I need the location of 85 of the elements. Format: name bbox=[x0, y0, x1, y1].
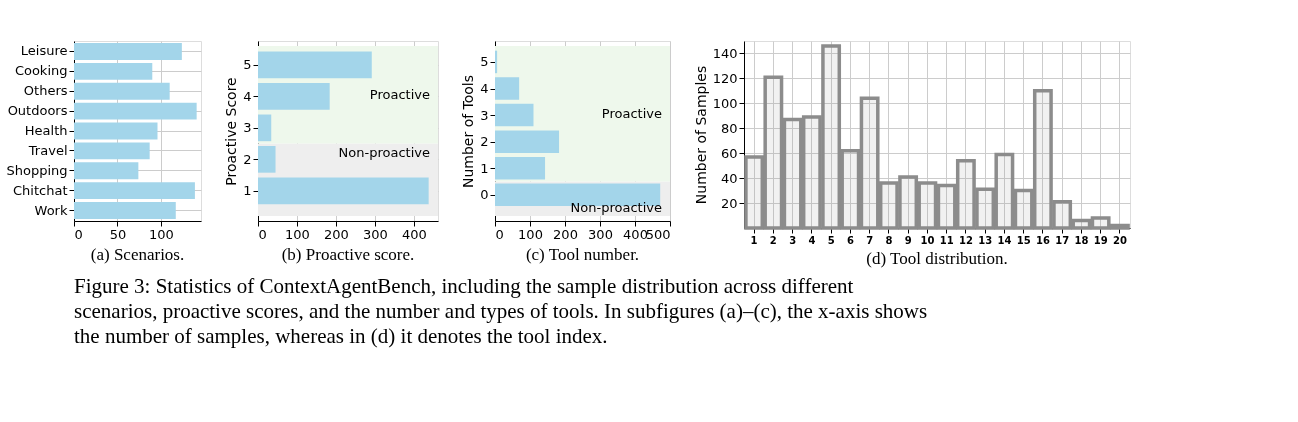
bar bbox=[74, 42, 182, 60]
y-tick-label: 100 bbox=[712, 95, 738, 111]
y-tick-label: 40 bbox=[720, 170, 738, 186]
x-tick-label: 100 bbox=[149, 226, 174, 242]
bar bbox=[258, 83, 330, 110]
band-label: Non-proactive bbox=[338, 144, 430, 160]
bar bbox=[74, 102, 197, 120]
text: (c) Tool number. bbox=[525, 245, 640, 264]
y-tick-label: Leisure bbox=[20, 43, 68, 59]
x-tick-label: 8 bbox=[885, 234, 893, 246]
x-tick-label: 6 bbox=[846, 234, 854, 246]
x-tick-label: 18 bbox=[1074, 234, 1089, 246]
bar bbox=[258, 51, 372, 79]
y-tick-label: 1 bbox=[480, 160, 489, 176]
x-tick-label: 0 bbox=[495, 226, 504, 242]
x-tick-label: 15 bbox=[1016, 234, 1031, 246]
y-tick-label: Work bbox=[34, 202, 68, 218]
bar bbox=[74, 182, 195, 200]
y-tick-label: 3 bbox=[480, 107, 489, 123]
bar bbox=[74, 62, 153, 80]
bar bbox=[258, 114, 272, 142]
y-tick-label: Outdoors bbox=[7, 103, 68, 119]
y-tick-label: 120 bbox=[712, 70, 738, 86]
y-tick-label: 4 bbox=[243, 88, 252, 104]
bar bbox=[74, 162, 139, 180]
x-tick-label: 7 bbox=[866, 234, 874, 246]
y-tick-label: 5 bbox=[480, 54, 489, 70]
x-tick-label: 2 bbox=[769, 234, 777, 246]
x-tick-label: 50 bbox=[109, 226, 127, 242]
band-label: Proactive bbox=[601, 105, 662, 121]
x-tick-label: 4 bbox=[808, 234, 816, 246]
y-tick-label: 60 bbox=[720, 145, 738, 161]
y-tick-label: 5 bbox=[243, 57, 252, 73]
band-label: Proactive bbox=[369, 86, 430, 102]
band-label: Non-proactive bbox=[570, 200, 662, 215]
x-tick-label: 100 bbox=[518, 226, 543, 242]
x-tick-label: 100 bbox=[285, 226, 310, 242]
text: (b) Proactive score. bbox=[281, 245, 415, 264]
x-tick-label: 9 bbox=[904, 234, 912, 246]
x-tick-label: 0 bbox=[258, 226, 267, 242]
y-tick-label: Shopping bbox=[6, 162, 68, 178]
x-tick-label: 20 bbox=[1112, 234, 1127, 246]
x-tick-label: 5 bbox=[827, 234, 835, 246]
y-tick-label: Chitchat bbox=[13, 182, 68, 198]
y-tick-label: 4 bbox=[480, 81, 489, 96]
x-tick-label: 17 bbox=[1055, 234, 1070, 246]
x-tick-label: 14 bbox=[997, 234, 1012, 246]
x-tick-label: 11 bbox=[939, 234, 954, 246]
y-tick-label: Travel bbox=[27, 142, 68, 158]
y-tick-label: 80 bbox=[720, 120, 738, 136]
y-tick-label: Health bbox=[24, 123, 68, 138]
y-tick-label: Others bbox=[23, 83, 68, 99]
x-tick-label: 400 bbox=[401, 226, 427, 242]
x-tick-label: 0 bbox=[74, 226, 83, 242]
x-tick-label: 200 bbox=[553, 226, 578, 242]
bar bbox=[74, 202, 176, 220]
bar bbox=[74, 142, 150, 160]
bar bbox=[258, 146, 276, 173]
y-tick-label: 2 bbox=[480, 134, 489, 150]
y-axis-title: Proactive Score bbox=[223, 77, 240, 186]
y-axis-title: Number of Tools bbox=[460, 74, 477, 189]
y-tick-label: 3 bbox=[243, 120, 252, 136]
x-tick-label: 400 bbox=[623, 226, 648, 242]
y-tick-label: 1 bbox=[243, 183, 252, 199]
y-axis-title: Number of Samples bbox=[692, 65, 709, 205]
x-tick-label: 200 bbox=[324, 226, 349, 242]
text: (a) Scenarios. bbox=[90, 245, 185, 264]
x-tick-label: 300 bbox=[362, 226, 388, 242]
y-tick-label: 20 bbox=[720, 195, 738, 211]
y-tick-label: 140 bbox=[712, 45, 738, 61]
x-tick-label: 10 bbox=[920, 234, 935, 246]
x-tick-label: 1 bbox=[750, 234, 758, 246]
x-tick-label: 12 bbox=[958, 234, 973, 246]
y-tick-label: 0 bbox=[480, 187, 489, 203]
bar bbox=[74, 122, 158, 140]
text: (d) Tool distribution. bbox=[866, 249, 1008, 268]
x-tick-label: 19 bbox=[1093, 234, 1108, 246]
x-tick-label: 300 bbox=[588, 226, 613, 242]
x-tick-label: 13 bbox=[978, 234, 993, 246]
caption: Figure 3: Statistics of ContextAgentBench, including the sample distribution across different scenarios, proactive scores, and the number and types of tools. In subfigures (a)–(c), the x-axis shows the number of samples, whereas in (d) it denotes the tool index. bbox=[74, 274, 928, 348]
x-tick-label: 3 bbox=[789, 234, 797, 246]
y-tick-label: 2 bbox=[243, 151, 252, 167]
y-tick-label: Cooking bbox=[14, 63, 68, 79]
bar bbox=[74, 82, 170, 100]
x-tick-label: 16 bbox=[1035, 234, 1050, 246]
